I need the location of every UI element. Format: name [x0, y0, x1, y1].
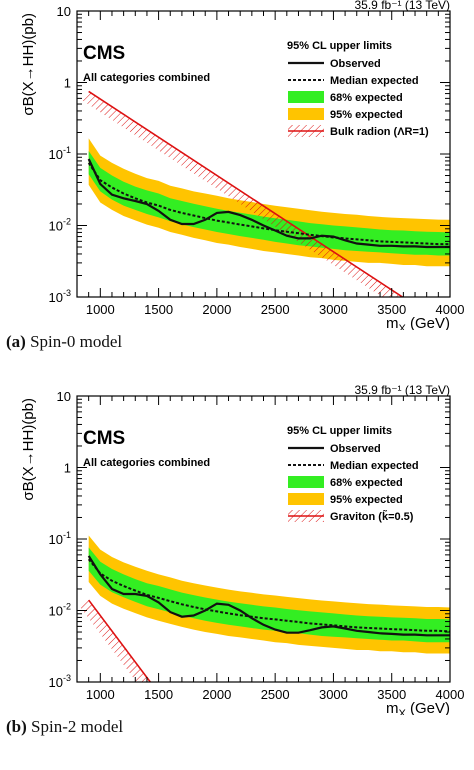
band-68-expected: [88, 547, 450, 643]
plot-area: [79, 535, 450, 682]
x-axis-label: mX (GeV): [386, 700, 450, 715]
legend-label: Median expected: [330, 460, 419, 472]
legend-header: 95% CL upper limits: [287, 425, 392, 437]
y-tick-label: 10-3: [49, 288, 71, 305]
caption-spin2: (b) Spin-2 model: [6, 717, 123, 737]
median-expected-line: [87, 558, 450, 633]
theory-hatch: [82, 91, 403, 297]
legend-95-swatch: [288, 493, 324, 505]
x-tick-label: 1000: [86, 302, 115, 317]
x-tick-label: 3500: [377, 687, 406, 702]
legend: 95% CL upper limits Observed Median expect…: [287, 425, 419, 523]
x-tick-label: 2000: [202, 302, 231, 317]
legend-95-swatch: [288, 108, 324, 120]
legend-label: Bulk radion (ΛR=1): [330, 126, 429, 138]
x-tick-label: 4000: [436, 687, 465, 702]
y-tick-label: 10-2: [49, 602, 71, 619]
legend-header: 95% CL upper limits: [287, 40, 392, 52]
cms-label: CMS: [83, 428, 125, 449]
x-tick-label: 2500: [261, 687, 290, 702]
legend-label: Graviton (k̃=0.5): [330, 510, 414, 523]
category-label: All categories combined: [83, 72, 210, 84]
observed-line: [87, 555, 450, 637]
y-tick-label: 10-2: [49, 217, 71, 234]
y-tick-label: 10-3: [49, 673, 71, 690]
legend-label: 95% expected: [330, 109, 403, 121]
y-tick-label: 10-1: [49, 145, 71, 162]
y-tick-label: 1: [64, 76, 71, 91]
caption-text: Spin-2 model: [31, 717, 124, 736]
y-tick-label: 1: [64, 461, 71, 476]
y-tick-label: 10: [57, 4, 71, 19]
theory-line: [88, 599, 152, 682]
x-tick-label: 1500: [144, 687, 173, 702]
legend-label: Observed: [330, 443, 381, 455]
chart-spin0: 1000 1500 2000 2500 3000 3500 4000 10-3 10-2 10-1…: [20, 0, 465, 330]
x-tick-label: 3500: [377, 302, 406, 317]
x-tick-label: 3000: [319, 302, 348, 317]
x-tick-label: 1500: [144, 302, 173, 317]
lumi-label: 35.9 fb⁻¹ (13 TeV): [355, 385, 451, 397]
caption-text: Spin-0 model: [30, 332, 123, 351]
legend-label: 68% expected: [330, 92, 403, 104]
y-tick-label: 10-1: [49, 530, 71, 547]
chart-spin2: 1000 1500 2000 2500 3000 3500 4000 10-3 10-2 10-1…: [20, 385, 465, 715]
x-tick-label: 4000: [436, 302, 465, 317]
y-axis-label: σB(X→HH)(pb): [20, 13, 37, 116]
observed-line: [87, 158, 450, 249]
y-axis-label: σB(X→HH)(pb): [20, 398, 37, 501]
x-tick-label: 2000: [202, 687, 231, 702]
legend-68-swatch: [288, 91, 324, 103]
legend-label: 95% expected: [330, 494, 403, 506]
caption-tag: (b): [6, 717, 27, 736]
legend-68-swatch: [288, 476, 324, 488]
x-tick-label: 1000: [86, 687, 115, 702]
legend: 95% CL upper limits Observed Median expect…: [287, 40, 429, 138]
y-tick-label: 10: [57, 389, 71, 404]
plot-area: [82, 90, 450, 297]
band-68-expected: [88, 151, 450, 256]
x-tick-label: 2500: [261, 302, 290, 317]
caption-tag: (a): [6, 332, 26, 351]
cms-label: CMS: [83, 43, 125, 64]
x-axis-label: mX (GeV): [386, 315, 450, 330]
caption-spin0: (a) Spin-0 model: [6, 332, 122, 352]
lumi-label: 35.9 fb⁻¹ (13 TeV): [355, 0, 451, 12]
x-tick-label: 3000: [319, 687, 348, 702]
category-label: All categories combined: [83, 457, 210, 469]
theory-hatch: [79, 600, 151, 682]
legend-label: 68% expected: [330, 477, 403, 489]
legend-label: Median expected: [330, 75, 419, 87]
legend-label: Observed: [330, 58, 381, 70]
theory-line: [88, 90, 404, 297]
